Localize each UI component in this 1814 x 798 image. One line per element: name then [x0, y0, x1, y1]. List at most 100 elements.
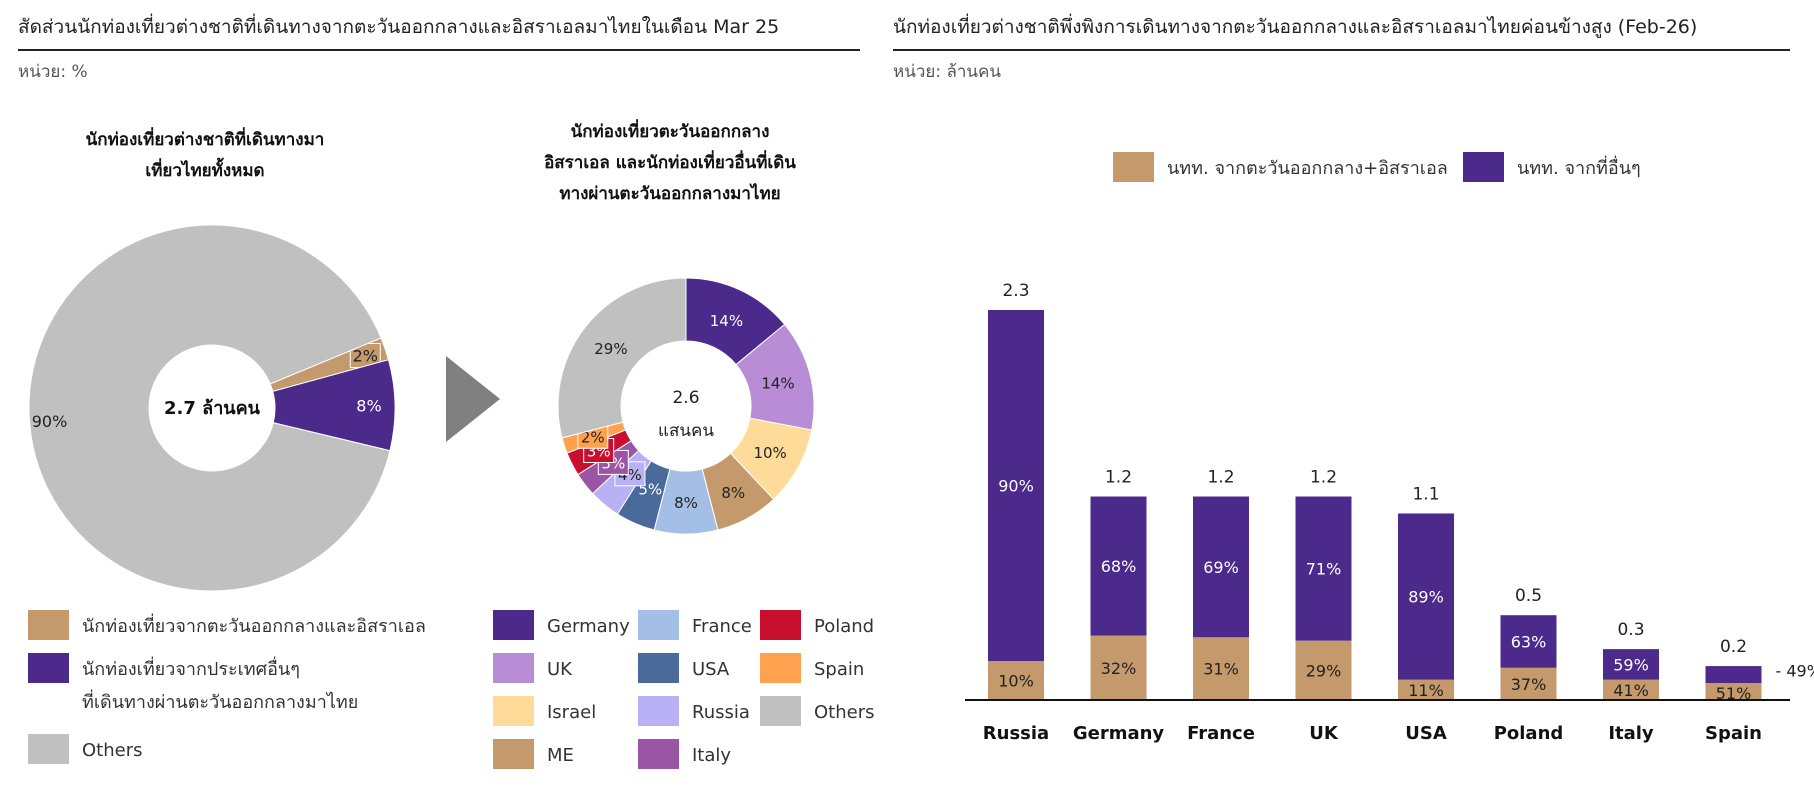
bar-label-other: 71% — [1306, 560, 1342, 579]
legend-label: Israel — [547, 702, 597, 723]
donut1-title-line-2: เที่ยวไทยทั้งหมด — [145, 161, 265, 181]
legend-label: USA — [692, 659, 730, 680]
bar-segment-me — [1090, 635, 1147, 700]
legend-label: Poland — [814, 616, 875, 637]
legend-swatch — [493, 696, 534, 726]
x-axis-tick-label: France — [1187, 723, 1255, 744]
legend-swatch — [638, 696, 679, 726]
bar-label-me: 29% — [1306, 661, 1342, 680]
slice-label: 29% — [594, 340, 627, 358]
bar-segment-me — [1193, 637, 1249, 700]
donut1-center-label: 2.7 ล้านคน — [164, 398, 261, 419]
bar-legend-label: นทท. จากที่อื่นๆ — [1517, 158, 1641, 179]
left-title-rule — [18, 49, 860, 51]
bar-total-label: 2.3 — [1002, 281, 1029, 301]
bar-label-me: 41% — [1613, 681, 1649, 700]
arrow-right-icon — [446, 356, 500, 442]
bar-label-me: 11% — [1408, 681, 1444, 700]
bar-segment-me — [988, 661, 1044, 700]
donut2-title-line-2: อิสราเอล และนักท่องเที่ยวอื่นที่เดิน — [544, 153, 796, 173]
bar-segment-other — [1500, 615, 1557, 668]
bar-segment-other — [1603, 649, 1659, 680]
legend-item-russia: Russia — [638, 696, 750, 729]
legend-swatch — [760, 610, 801, 640]
donut1-legend-item-me: นักท่องเที่ยวจากตะวันออกกลางและอิสราเอล — [28, 610, 426, 643]
slice-label: 2% — [581, 428, 605, 446]
legend-label: Others — [814, 702, 875, 723]
bar-segment-me — [1705, 683, 1762, 700]
bar-segment-other — [1705, 666, 1762, 684]
legend-item-france: France — [638, 610, 752, 643]
donut2-legend: Germany UK Israel ME France USA Russia I… — [493, 610, 883, 790]
bar-total-label: 1.2 — [1207, 468, 1234, 488]
legend-swatch — [638, 610, 679, 640]
legend-label: Italy — [692, 745, 732, 766]
bar-label-me: 51% — [1716, 684, 1752, 703]
legend-label: ME — [547, 745, 574, 766]
donut-slice-others — [28, 224, 391, 592]
bar-segment-me — [1500, 667, 1557, 700]
donut2-center-unit: แสนคน — [658, 421, 714, 441]
bar-segment-other — [1295, 496, 1352, 641]
donut2-title-line-1: นักท่องเที่ยวตะวันออกกลาง — [570, 122, 770, 142]
legend-item-spain: Spain — [760, 653, 864, 686]
bar-total-label: 0.2 — [1720, 637, 1747, 657]
bar-legend-item-me: นทท. จากตะวันออกกลาง+อิสราเอล — [1113, 152, 1448, 185]
x-axis-tick-label: Italy — [1608, 723, 1654, 744]
bar-total-label: 1.2 — [1105, 468, 1132, 488]
slice-label: 14% — [761, 374, 794, 392]
legend-label: นักท่องเที่ยวจากตะวันออกกลางและอิสราเอล — [82, 616, 426, 637]
bar-segment-other — [1398, 513, 1454, 680]
bar-label-other: 89% — [1408, 588, 1444, 607]
bar-label-other: 90% — [998, 477, 1034, 496]
bar-legend-swatch — [1113, 152, 1154, 182]
bar-total-label: 0.5 — [1515, 586, 1542, 606]
legend-swatch — [638, 653, 679, 683]
legend-label: UK — [547, 659, 572, 680]
bar-legend-label: นทท. จากตะวันออกกลาง+อิสราเอล — [1167, 158, 1448, 179]
bar-label-me: 37% — [1511, 675, 1547, 694]
bar-label-other: 68% — [1101, 557, 1137, 576]
donut1-legend: นักท่องเที่ยวจากตะวันออกกลางและอิสราเอล … — [28, 610, 488, 790]
legend-item-me: ME — [493, 739, 574, 772]
legend-item-italy: Italy — [638, 739, 731, 772]
bar-label-me: 10% — [998, 672, 1034, 691]
stacked-bar-chart: 10% 90% 2.3 Russia 32% 68% 1.2 Germany 31% 69% 1.2… — [965, 281, 1814, 744]
bar-segment-me — [1398, 679, 1454, 700]
legend-label: ที่เดินทางผ่านตะวันออกกลางมาไทย — [82, 692, 359, 713]
bar-label-other: 69% — [1203, 558, 1239, 577]
x-axis-tick-label: Germany — [1073, 723, 1165, 744]
bar-label-other: 59% — [1613, 655, 1649, 674]
legend-swatch — [28, 653, 69, 683]
bar-total-label: 1.1 — [1412, 484, 1439, 504]
bar-segment-me — [1295, 640, 1352, 700]
slice-label: 8% — [721, 484, 745, 502]
bar-segment-other — [1090, 496, 1147, 636]
slice-label: 8% — [356, 397, 381, 416]
legend-swatch — [28, 610, 69, 640]
right-unit-label: หน่วย: ล้านคน — [893, 62, 1002, 82]
x-axis-tick-label: UK — [1309, 723, 1339, 744]
donut-slice-others — [557, 277, 687, 439]
x-axis-tick-label: Poland — [1494, 723, 1564, 744]
donut1-legend-item-transit: นักท่องเที่ยวจากประเทศอื่นๆ ที่เดินทางผ่… — [28, 653, 358, 719]
donut2-title-line-3: ทางผ่านตะวันออกกลางมาไทย — [559, 184, 781, 204]
x-axis-tick-label: Russia — [983, 723, 1049, 744]
donut-chart-all-tourists: 2% 8% 90% 2.7 ล้านคน — [28, 224, 396, 592]
legend-item-usa: USA — [638, 653, 729, 686]
bar-total-label: 0.3 — [1617, 620, 1644, 640]
legend-swatch — [493, 653, 534, 683]
legend-swatch — [760, 696, 801, 726]
donut1-legend-item-others: Others — [28, 734, 143, 767]
left-panel-title: สัดส่วนนักท่องเที่ยวต่างชาติที่เดินทางจา… — [18, 16, 780, 38]
bar-segment-other — [988, 310, 1044, 661]
legend-label: Spain — [814, 659, 865, 680]
legend-swatch — [493, 739, 534, 769]
legend-swatch — [493, 610, 534, 640]
bar-legend-swatch — [1463, 152, 1504, 182]
bar-segment-other — [1193, 496, 1249, 638]
x-axis-tick-label: Spain — [1705, 723, 1762, 744]
legend-swatch — [638, 739, 679, 769]
bar-label-other: - 49% — [1776, 662, 1814, 681]
